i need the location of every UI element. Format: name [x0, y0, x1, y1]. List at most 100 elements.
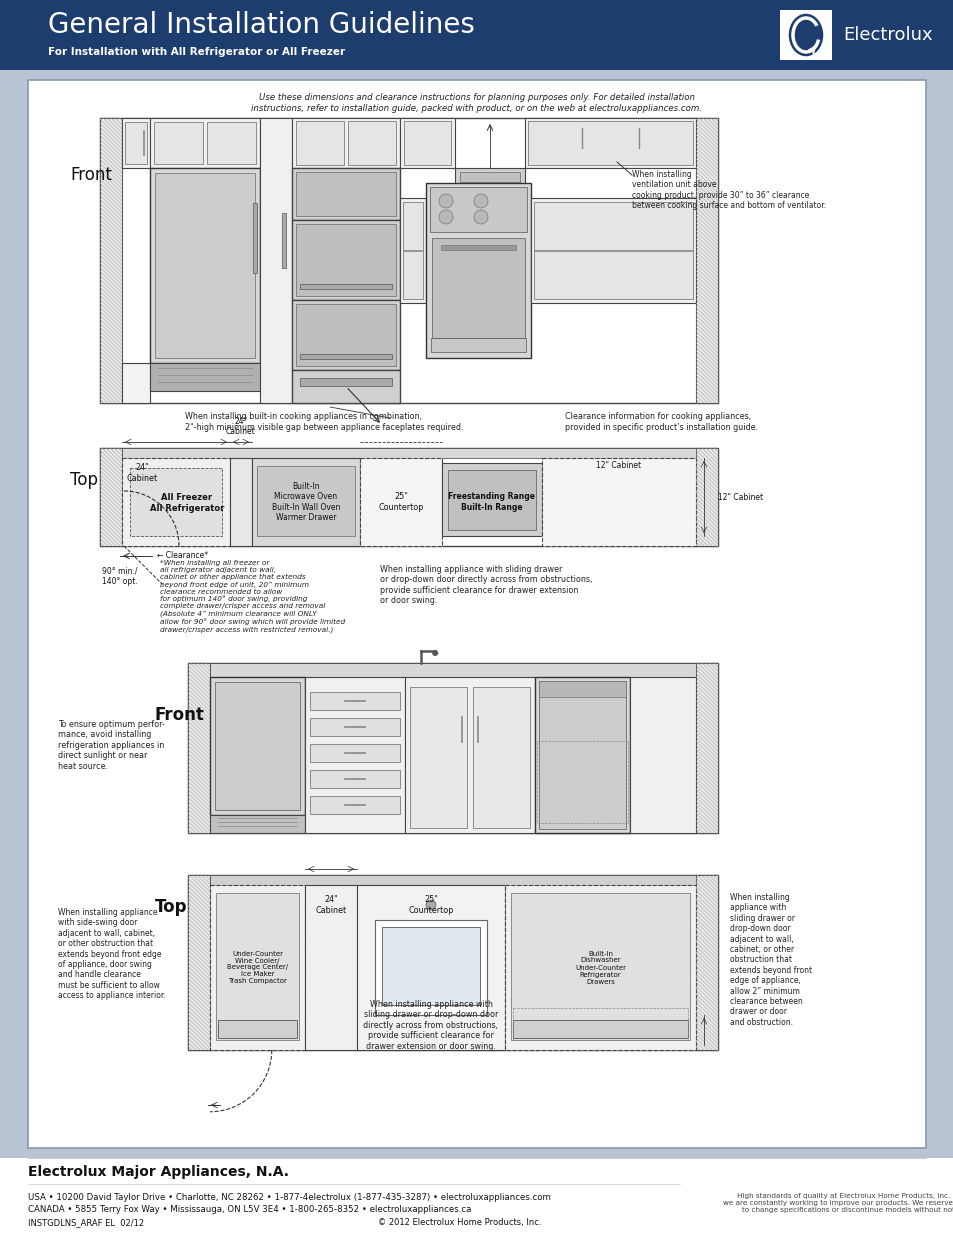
- Bar: [531, 198, 696, 303]
- Bar: [459, 172, 519, 182]
- Bar: [356, 885, 504, 1050]
- Text: Electrolux: Electrolux: [842, 26, 932, 44]
- Circle shape: [474, 210, 488, 224]
- Bar: [215, 893, 298, 1040]
- Bar: [696, 448, 718, 546]
- Bar: [431, 338, 525, 352]
- Bar: [210, 663, 696, 677]
- Bar: [310, 743, 399, 762]
- Bar: [310, 718, 399, 736]
- Bar: [696, 119, 718, 403]
- Text: Use these dimensions and clearance instructions for planning purposes only. For : Use these dimensions and clearance instr…: [252, 94, 701, 112]
- Circle shape: [432, 650, 437, 656]
- Bar: [100, 119, 122, 403]
- Text: When installing appliance with
sliding drawer or drop-down door
directly across : When installing appliance with sliding d…: [363, 1000, 498, 1051]
- Bar: [210, 885, 305, 1050]
- Bar: [188, 663, 210, 832]
- Bar: [292, 168, 399, 220]
- Text: Freestanding Range
Built-In Range: Freestanding Range Built-In Range: [448, 493, 535, 511]
- Bar: [426, 183, 531, 358]
- Bar: [410, 687, 467, 827]
- Bar: [310, 769, 399, 788]
- Bar: [402, 203, 422, 299]
- Text: 12" Cabinet: 12" Cabinet: [596, 462, 640, 471]
- Bar: [100, 448, 718, 546]
- Bar: [150, 119, 260, 168]
- Bar: [310, 692, 399, 710]
- Bar: [154, 173, 254, 358]
- Bar: [403, 121, 451, 165]
- Text: Top: Top: [70, 471, 98, 489]
- Bar: [210, 815, 305, 832]
- Bar: [696, 876, 718, 1050]
- Bar: [381, 927, 479, 1005]
- Text: © 2012 Electrolux Home Products, Inc.: © 2012 Electrolux Home Products, Inc.: [377, 1219, 541, 1228]
- Bar: [292, 220, 399, 300]
- Bar: [122, 458, 230, 546]
- Bar: [282, 212, 286, 268]
- Bar: [440, 245, 516, 249]
- Bar: [150, 168, 260, 363]
- Text: For Installation with All Refrigerator or All Freezer: For Installation with All Refrigerator o…: [48, 47, 345, 57]
- Bar: [292, 119, 399, 168]
- Text: Top: Top: [154, 898, 188, 916]
- Bar: [188, 876, 718, 1050]
- Text: When installing
ventilation unit above
cooking product, provide 30” to 36” clear: When installing ventilation unit above c…: [631, 170, 825, 210]
- Bar: [399, 119, 455, 168]
- Bar: [256, 466, 355, 536]
- Bar: [122, 448, 696, 458]
- Bar: [432, 238, 524, 338]
- Bar: [511, 893, 689, 1040]
- Bar: [299, 284, 392, 289]
- Text: When installing appliance
with side-swing door
adjacent to wall, cabinet,
or oth: When installing appliance with side-swin…: [58, 908, 166, 1000]
- Text: 24"
Cabinet: 24" Cabinet: [315, 895, 346, 915]
- Bar: [253, 203, 256, 273]
- Bar: [122, 363, 150, 403]
- Text: INSTGDLNS_ARAF EL  02/12: INSTGDLNS_ARAF EL 02/12: [28, 1219, 144, 1228]
- Text: To ensure optimum perfor-
mance, avoid installing
refrigeration appliances in
di: To ensure optimum perfor- mance, avoid i…: [58, 720, 165, 771]
- Circle shape: [438, 210, 453, 224]
- Bar: [153, 122, 203, 164]
- Bar: [218, 1020, 296, 1037]
- Bar: [513, 1008, 687, 1040]
- Bar: [150, 363, 260, 391]
- Text: 12" Cabinet: 12" Cabinet: [718, 493, 762, 501]
- Bar: [299, 378, 392, 387]
- Text: General Installation Guidelines: General Installation Guidelines: [48, 11, 475, 40]
- Bar: [295, 172, 395, 216]
- Bar: [535, 677, 629, 832]
- Bar: [260, 119, 292, 403]
- Bar: [305, 677, 405, 832]
- Bar: [534, 203, 692, 299]
- Bar: [0, 0, 953, 70]
- Bar: [359, 458, 441, 546]
- Bar: [0, 1158, 953, 1235]
- Bar: [629, 677, 696, 832]
- Bar: [455, 168, 524, 190]
- Text: Electrolux Major Appliances, N.A.: Electrolux Major Appliances, N.A.: [28, 1165, 289, 1179]
- Bar: [299, 354, 392, 359]
- Bar: [399, 198, 426, 303]
- Bar: [292, 370, 399, 403]
- Bar: [348, 121, 395, 165]
- Text: Built-In
Microwave Oven
Built-In Wall Oven
Warmer Drawer: Built-In Microwave Oven Built-In Wall Ov…: [272, 482, 340, 522]
- Bar: [696, 663, 718, 832]
- Bar: [210, 876, 696, 885]
- Text: 24"
Cabinet: 24" Cabinet: [226, 416, 255, 436]
- Text: When installing built-in cooking appliances in combination,
2"-high minimum visi: When installing built-in cooking applian…: [185, 412, 463, 432]
- Text: USA • 10200 David Taylor Drive • Charlotte, NC 28262 • 1-877-4electrolux (1-877-: USA • 10200 David Taylor Drive • Charlot…: [28, 1193, 550, 1203]
- Bar: [527, 121, 692, 165]
- Bar: [310, 797, 399, 814]
- Bar: [295, 121, 344, 165]
- Text: Built-In
Dishwasher
Under-Counter
Refrigerator
Drawers: Built-In Dishwasher Under-Counter Refrig…: [575, 951, 625, 984]
- Circle shape: [474, 194, 488, 207]
- Bar: [448, 471, 536, 530]
- Ellipse shape: [786, 12, 824, 58]
- Bar: [230, 458, 252, 546]
- Text: 24"
Cabinet: 24" Cabinet: [127, 463, 157, 483]
- Circle shape: [426, 900, 436, 910]
- Text: CANADA • 5855 Terry Fox Way • Mississauga, ON L5V 3E4 • 1-800-265-8352 • electro: CANADA • 5855 Terry Fox Way • Mississaug…: [28, 1205, 471, 1214]
- Text: 25"
Countertop: 25" Countertop: [378, 493, 423, 511]
- Bar: [780, 10, 831, 61]
- Bar: [125, 122, 147, 164]
